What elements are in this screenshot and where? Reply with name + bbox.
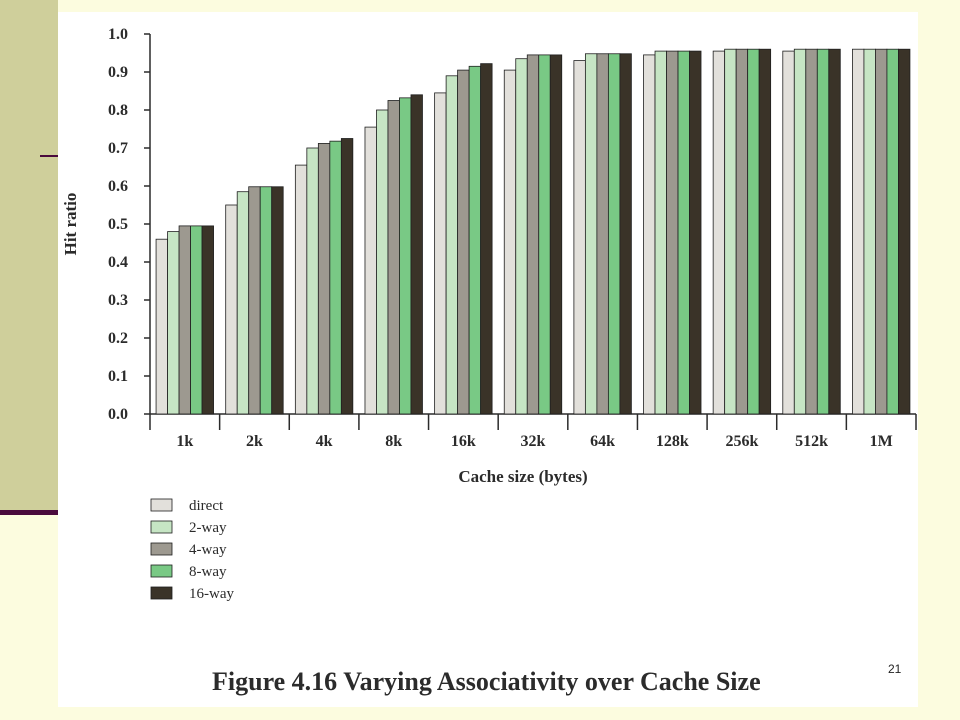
x-tick-label: 32k bbox=[521, 433, 546, 450]
bar bbox=[828, 48, 841, 415]
bar bbox=[526, 54, 540, 415]
bar bbox=[329, 140, 342, 415]
bar bbox=[248, 186, 261, 415]
bar bbox=[410, 94, 423, 415]
bar bbox=[619, 53, 632, 415]
bar bbox=[654, 50, 667, 415]
x-axis-label: Cache size (bytes) bbox=[458, 467, 587, 486]
bar bbox=[155, 238, 168, 415]
bar bbox=[549, 54, 563, 415]
y-tick-label: 0.5 bbox=[108, 216, 128, 233]
legend-label: 16-way bbox=[189, 586, 234, 602]
bar bbox=[875, 48, 888, 415]
x-tick-label: 1k bbox=[176, 433, 193, 450]
legend-label: direct bbox=[189, 498, 224, 514]
bar bbox=[724, 48, 737, 415]
bar bbox=[886, 48, 899, 415]
legend-label: 4-way bbox=[189, 542, 227, 558]
y-axis-label: Hit ratio bbox=[61, 193, 80, 256]
x-tick-label: 1M bbox=[870, 433, 893, 450]
y-tick-label: 0.2 bbox=[108, 330, 128, 347]
x-tick-label: 4k bbox=[316, 433, 333, 450]
bar bbox=[480, 63, 493, 415]
bar bbox=[898, 48, 911, 415]
side-tick-mark bbox=[40, 155, 58, 157]
x-tick-label: 8k bbox=[385, 433, 402, 450]
bar bbox=[689, 50, 702, 415]
bar bbox=[793, 48, 807, 415]
x-tick-label: 128k bbox=[656, 433, 689, 450]
legend-label: 8-way bbox=[189, 564, 227, 580]
bar bbox=[306, 147, 319, 415]
legend-label: 2-way bbox=[189, 520, 227, 536]
legend-swatch bbox=[150, 520, 173, 534]
bar bbox=[666, 50, 679, 415]
x-tick-label: 16k bbox=[451, 433, 476, 450]
x-tick-label: 512k bbox=[795, 433, 828, 450]
y-tick-label: 0.9 bbox=[108, 64, 128, 81]
y-tick-label: 0.8 bbox=[108, 102, 128, 119]
bar bbox=[317, 143, 331, 415]
y-tick-label: 0.0 bbox=[108, 406, 128, 423]
bar bbox=[259, 186, 273, 415]
bar bbox=[167, 231, 180, 415]
legend-swatch bbox=[150, 586, 173, 600]
bar bbox=[747, 48, 760, 415]
bar bbox=[538, 54, 551, 415]
bar bbox=[805, 48, 818, 415]
bar bbox=[584, 53, 598, 415]
bar bbox=[434, 92, 447, 415]
bar bbox=[503, 69, 517, 415]
bar bbox=[712, 50, 726, 415]
bar bbox=[294, 164, 308, 415]
bar bbox=[178, 225, 191, 415]
bar bbox=[758, 48, 772, 415]
bar bbox=[364, 126, 377, 415]
bar bbox=[201, 225, 214, 415]
bar bbox=[852, 48, 865, 415]
y-tick-label: 0.4 bbox=[108, 254, 128, 271]
bar bbox=[863, 48, 876, 415]
bar bbox=[735, 48, 749, 415]
bar bbox=[376, 109, 389, 415]
bar bbox=[457, 69, 470, 415]
y-tick-label: 0.6 bbox=[108, 178, 128, 195]
bar bbox=[515, 58, 528, 415]
legend-swatch bbox=[150, 542, 173, 556]
bar bbox=[643, 54, 656, 415]
bar bbox=[677, 50, 690, 415]
bar bbox=[399, 97, 412, 415]
bar bbox=[271, 186, 284, 415]
figure-panel: 0.0 0.1 0.2 0.3 0.4 0.5 0.6 0.7 0.8 0.9 1.0 Hit rat… bbox=[58, 12, 918, 707]
bar bbox=[782, 50, 795, 415]
hit-ratio-bar-chart: 0.0 0.1 0.2 0.3 0.4 0.5 0.6 0.7 0.8 0.9 1.0 Hit rat… bbox=[61, 26, 917, 602]
bar bbox=[596, 53, 609, 415]
legend-swatch bbox=[150, 564, 173, 578]
side-decoration-band bbox=[0, 0, 58, 510]
bar bbox=[573, 60, 586, 415]
bar bbox=[387, 100, 400, 415]
figure-caption: Figure 4.16 Varying Associativity over C… bbox=[212, 667, 761, 696]
x-tick-label: 64k bbox=[590, 433, 615, 450]
x-tick-label: 2k bbox=[246, 433, 263, 450]
bar bbox=[816, 48, 830, 415]
bar bbox=[236, 191, 250, 415]
bar bbox=[445, 75, 459, 415]
legend-swatch bbox=[150, 498, 173, 512]
bar bbox=[190, 225, 203, 415]
y-tick-label: 0.1 bbox=[108, 368, 128, 385]
slide-number: 21 bbox=[888, 662, 902, 676]
y-tick-label: 1.0 bbox=[108, 26, 128, 43]
y-tick-label: 0.7 bbox=[108, 140, 128, 157]
bar bbox=[607, 53, 621, 415]
bar bbox=[225, 204, 238, 415]
x-tick-label: 256k bbox=[725, 433, 758, 450]
side-band-rule bbox=[0, 510, 58, 515]
y-tick-label: 0.3 bbox=[108, 292, 128, 309]
bar bbox=[468, 65, 482, 415]
bar bbox=[340, 138, 354, 415]
